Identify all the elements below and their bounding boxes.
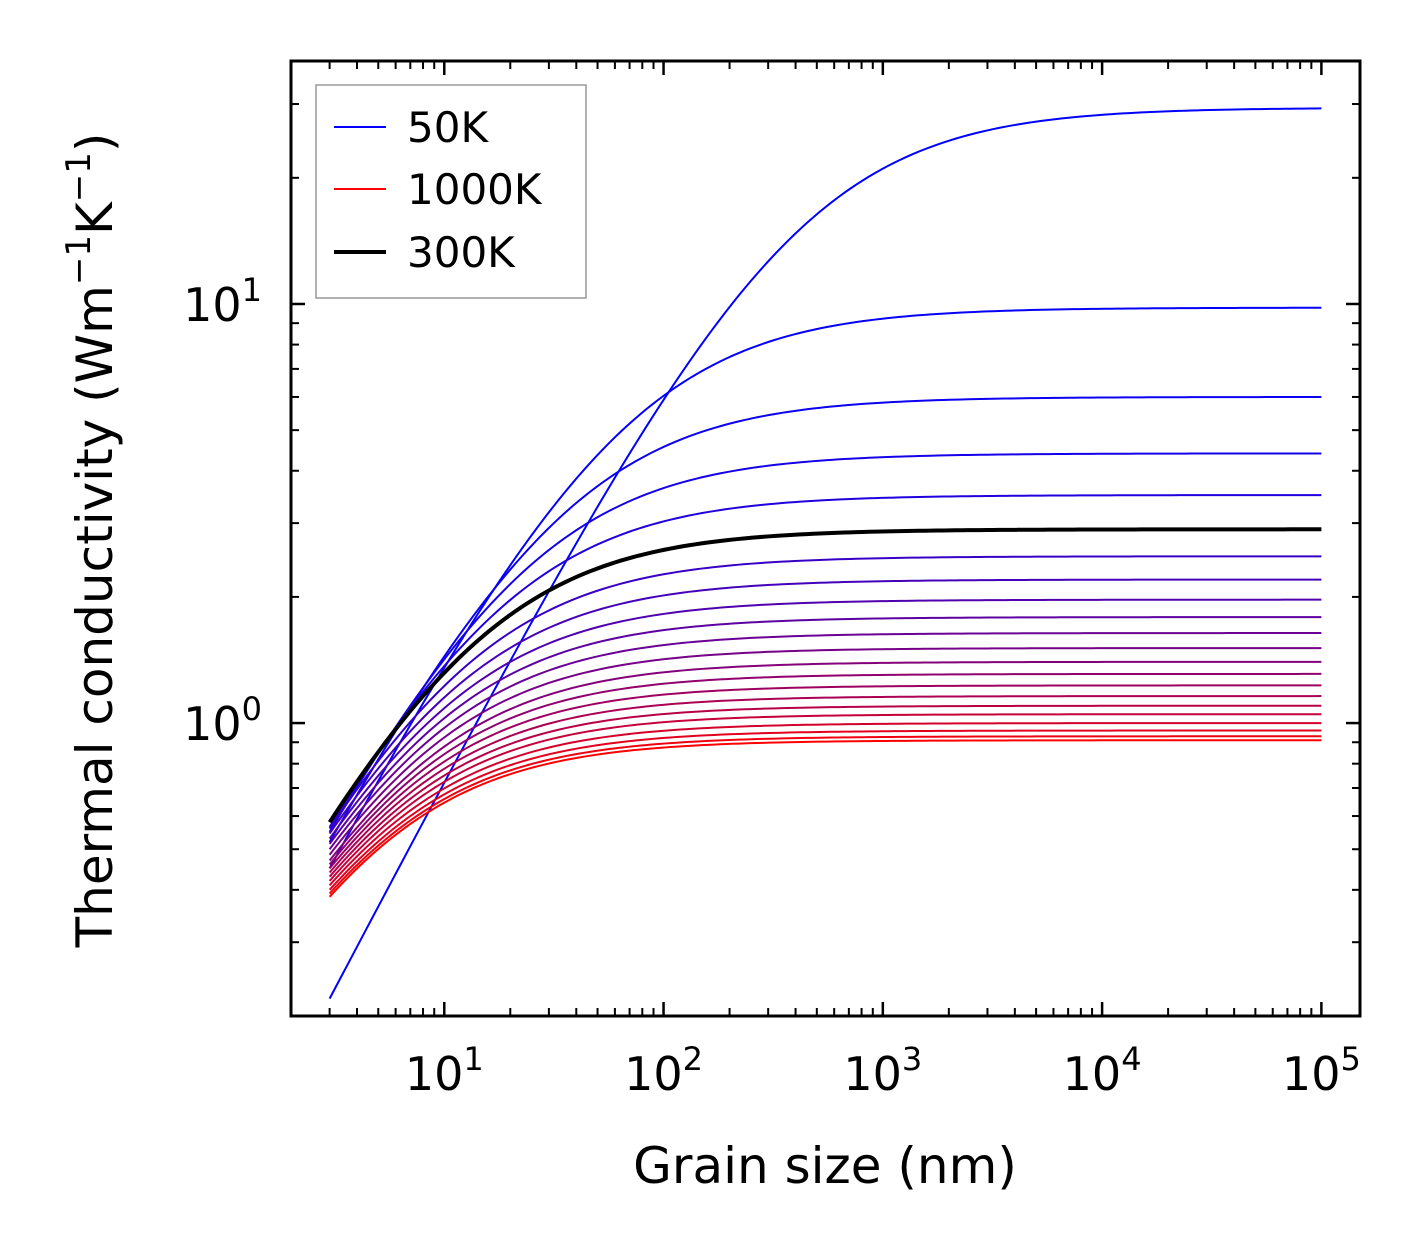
- series-line-1000k: [328, 739, 1322, 898]
- plot-frame: [289, 59, 1362, 1018]
- legend-box: [315, 84, 587, 299]
- series-line-300k: [327, 527, 1322, 824]
- x-tick-label: 101: [405, 1040, 484, 1101]
- series-line-750k: [328, 684, 1322, 870]
- series-line-990k: [328, 735, 1322, 895]
- y-axis-label-sup2: −1: [59, 152, 99, 202]
- series-line-350k: [328, 555, 1322, 830]
- series-line-50k: [328, 107, 1322, 1000]
- series-line-850k: [328, 704, 1322, 878]
- series-layer: [327, 107, 1322, 1000]
- legend: 50K 1000K 300K: [315, 84, 587, 299]
- y-tick-label: 100: [183, 690, 262, 751]
- x-tick-label: 103: [843, 1040, 922, 1101]
- legend-label-1000k: 1000K: [407, 165, 543, 214]
- series-line-400k: [328, 578, 1322, 835]
- x-tick-label: 104: [1063, 1040, 1142, 1101]
- series-line-950k: [328, 722, 1322, 887]
- series-line-150k: [328, 396, 1322, 843]
- series-line-900k: [328, 713, 1322, 882]
- y-axis-label-end: ): [66, 133, 124, 153]
- series-line-650k: [328, 660, 1322, 862]
- legend-label-300k: 300K: [407, 228, 516, 277]
- x-tick-label: 102: [624, 1040, 703, 1101]
- tick-label-layer: 101 102 103 104 105 100 101: [183, 271, 1361, 1101]
- x-axis-label: Grain size (nm): [633, 1137, 1017, 1195]
- y-axis-label-main: Thermal conductivity (Wm: [66, 285, 124, 948]
- series-line-500k: [328, 616, 1322, 845]
- series-line-250k: [328, 494, 1322, 828]
- y-tick-label: 101: [183, 271, 262, 332]
- x-tick-label: 105: [1282, 1040, 1361, 1101]
- y-axis-label-mid: K: [66, 201, 124, 235]
- y-axis-label: Thermal conductivity (Wm−1K−1): [59, 133, 124, 949]
- series-line-975k: [328, 729, 1322, 891]
- legend-label-50k: 50K: [407, 103, 489, 152]
- series-line-550k: [328, 632, 1322, 850]
- series-line-700k: [328, 672, 1322, 866]
- series-line-800k: [328, 695, 1322, 874]
- series-line-200k: [328, 452, 1322, 833]
- y-axis-label-sup1: −1: [59, 235, 99, 285]
- series-line-450k: [328, 598, 1322, 840]
- series-line-600k: [328, 647, 1322, 856]
